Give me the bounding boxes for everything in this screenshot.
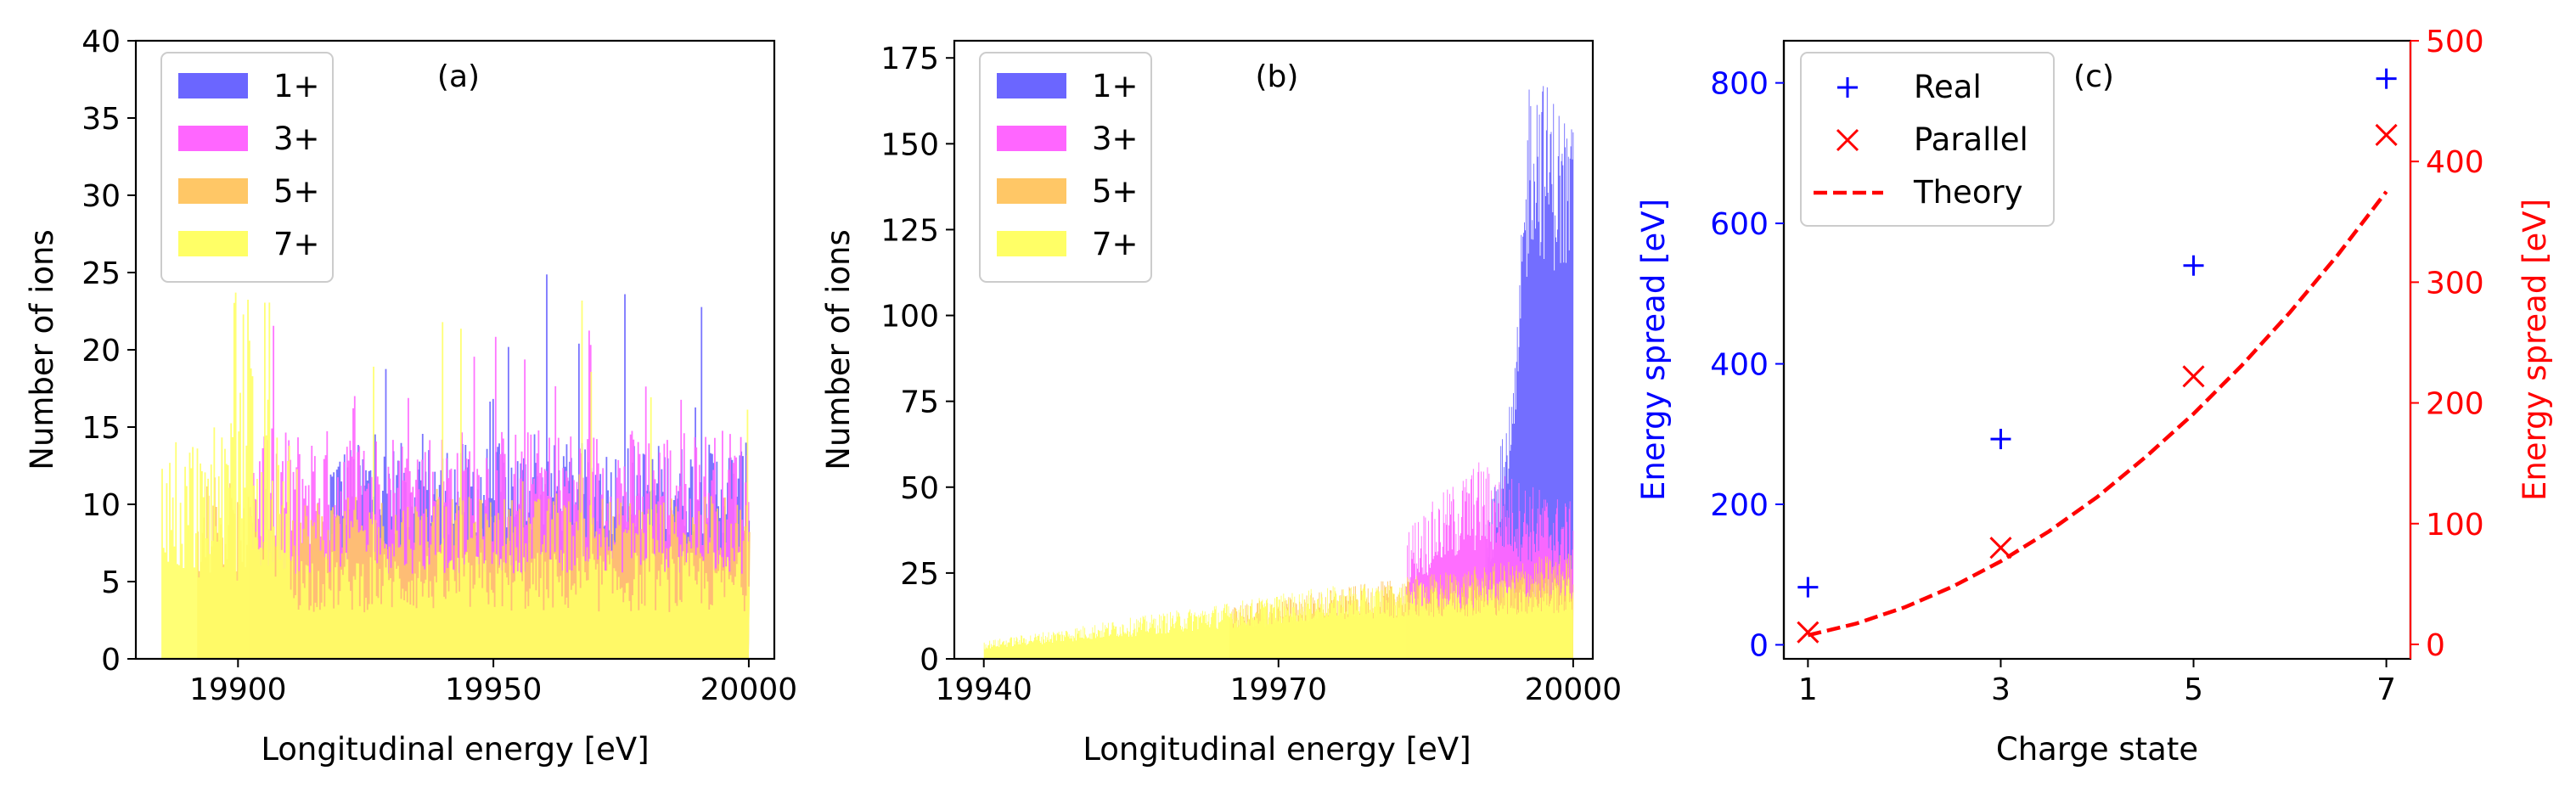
theory-line: [1807, 190, 2388, 638]
panel-a: 19900 19950 20000 0 5 10 15 20 25 30 35 40 (a) Long…: [24, 25, 797, 768]
y-tick-label: 150: [880, 127, 939, 162]
panel-c-ylabel-left: Energy spread [eV]: [1635, 199, 1672, 501]
y-tick-label: 25: [900, 557, 939, 592]
hist-area-7+: [161, 292, 751, 659]
panel-c-legend: Real Parallel Theory: [1800, 52, 2055, 227]
legend-label-7plus: 7+: [273, 226, 320, 262]
y-tick-label: 0: [1749, 628, 1769, 663]
legend-swatch-7plus: [997, 231, 1066, 256]
panel-b-histograms: [983, 86, 1574, 660]
y-tick-label-right: 0: [2426, 628, 2445, 663]
panel-b-legend: 1+ 3+ 5+ 7+: [979, 52, 1152, 283]
y-tick-label: 200: [1710, 488, 1769, 523]
legend-label-7plus: 7+: [1092, 226, 1139, 262]
panel-c-data: [1797, 68, 2398, 644]
y-tick-label: 5: [101, 565, 121, 600]
y-tick-label: 175: [880, 42, 939, 76]
legend-swatch-3plus: [178, 126, 248, 151]
y-tick-label: 50: [900, 471, 939, 506]
y-tick-label-right: 200: [2426, 387, 2484, 422]
panel-a-histograms: [161, 274, 751, 659]
panel-a-xlabel: Longitudinal energy [eV]: [261, 731, 649, 768]
y-tick-label: 40: [82, 25, 121, 59]
legend-label-5plus: 5+: [1092, 173, 1139, 210]
legend-swatch-1plus: [178, 73, 248, 98]
panel-b-frame: [953, 39, 1595, 661]
y-tick-label: 35: [82, 102, 121, 137]
panel-b-xlabel: Longitudinal energy [eV]: [1083, 731, 1471, 768]
x-tick-label: 20000: [700, 672, 798, 707]
panel-c-ylabel-right: Energy spread [eV]: [2517, 199, 2553, 501]
panel-c-legend-box: [1800, 52, 2055, 227]
legend-swatch-3plus: [997, 126, 1066, 151]
parallel-point: [2375, 123, 2398, 146]
y-tick-label: 0: [920, 643, 939, 678]
legend-marker-real: [1837, 77, 1858, 98]
y-tick-label: 0: [101, 643, 121, 678]
real-point: [1990, 429, 2011, 450]
panel-a-ticks: 19900 19950 20000 0 5 10 15 20 25 30 35 40: [82, 25, 797, 707]
parallel-point: [1989, 537, 2012, 560]
y-tick-label: 100: [880, 300, 939, 335]
panel-b-ticks: 19940 19970 20000 0 25 50 75 100 125 150 175: [880, 42, 1622, 707]
panel-b-legend-box: [979, 52, 1152, 283]
panel-a-ylabel: Number of ions: [24, 229, 60, 470]
y-tick-label: 75: [900, 385, 939, 420]
panel-a-legend-box: [160, 52, 334, 283]
legend-marker-parallel: [1836, 128, 1859, 152]
legend-label-1plus: 1+: [273, 68, 320, 104]
y-tick-label-right: 500: [2426, 25, 2484, 59]
parallel-point: [2182, 365, 2205, 388]
legend-label-theory: Theory: [1913, 174, 2023, 211]
real-point: [2183, 255, 2204, 276]
y-tick-label: 800: [1710, 67, 1769, 102]
x-tick-label: 20000: [1525, 672, 1623, 707]
x-tick-label: 3: [1991, 672, 2011, 707]
legend-label-3plus: 3+: [273, 121, 320, 157]
panel-a-label: (a): [437, 59, 480, 94]
y-tick-label: 25: [82, 256, 121, 291]
x-tick-label: 19950: [445, 672, 543, 707]
x-tick-label: 19970: [1230, 672, 1328, 707]
y-tick-label-right: 100: [2426, 508, 2484, 543]
panel-c-xlabel: Charge state: [1996, 731, 2198, 768]
x-tick-label: 5: [2184, 672, 2203, 707]
x-tick-label: 19940: [935, 672, 1032, 707]
hist-area-7+: [983, 576, 1573, 659]
y-tick-label: 15: [82, 411, 121, 446]
y-tick-label: 20: [82, 334, 121, 368]
x-tick-label: 7: [2376, 672, 2396, 707]
hist-series-7+: [161, 292, 751, 659]
y-tick-label: 600: [1710, 207, 1769, 242]
real-point: [2376, 68, 2397, 89]
panel-a-legend: 1+ 3+ 5+ 7+: [160, 52, 334, 283]
y-tick-label: 30: [82, 179, 121, 214]
y-tick-label: 10: [82, 488, 121, 523]
panel-b-label: (b): [1256, 59, 1299, 94]
real-point: [1797, 576, 1819, 598]
panel-b-ylabel: Number of ions: [820, 229, 857, 470]
legend-swatch-5plus: [178, 178, 248, 204]
y-tick-label: 125: [880, 213, 939, 248]
legend-label-parallel: Parallel: [1914, 121, 2028, 158]
legend-label-3plus: 3+: [1092, 121, 1139, 157]
panel-b: 19940 19970 20000 0 25 50 75 100 125 150 175 (b) L…: [820, 39, 1622, 768]
legend-swatch-5plus: [997, 178, 1066, 204]
x-tick-label: 1: [1798, 672, 1818, 707]
hist-series-7+: [983, 576, 1573, 659]
legend-label-real: Real: [1914, 69, 1982, 105]
panel-c-label: (c): [2073, 59, 2114, 94]
y-tick-label-right: 400: [2426, 145, 2484, 180]
x-tick-label: 19900: [189, 672, 287, 707]
legend-label-1plus: 1+: [1092, 68, 1139, 104]
legend-swatch-7plus: [178, 231, 248, 256]
y-tick-label: 400: [1710, 348, 1769, 383]
y-tick-label-right: 300: [2426, 266, 2484, 301]
legend-swatch-1plus: [997, 73, 1066, 98]
parallel-point: [1797, 621, 1820, 644]
legend-label-5plus: 5+: [273, 173, 320, 210]
